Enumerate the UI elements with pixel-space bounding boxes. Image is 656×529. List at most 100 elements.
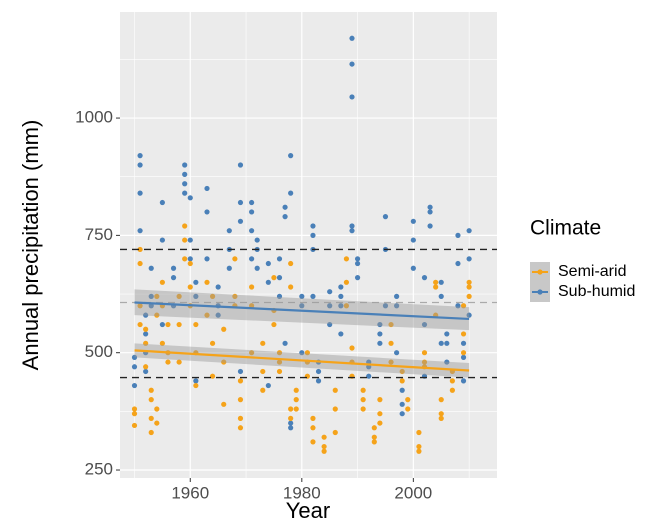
data-point [288,415,294,422]
data-point [438,279,444,285]
data-point [271,321,277,328]
data-point [154,420,160,426]
data-point [276,293,283,299]
x-tick-label: 1960 [171,483,209,502]
data-point [338,331,344,337]
data-point [282,204,288,210]
data-point [137,303,143,309]
data-point [349,223,355,229]
data-point [249,209,255,215]
data-point [304,350,310,356]
data-point [343,303,350,309]
data-point [416,429,422,436]
data-point [237,415,244,422]
data-point [293,387,299,393]
data-point [148,415,154,422]
data-point [427,204,433,210]
data-point [338,284,344,290]
data-point [288,406,294,412]
data-point [137,162,143,168]
data-point [148,429,154,436]
data-point [444,340,450,346]
data-point [399,368,405,375]
data-point [399,401,405,407]
data-point [182,223,188,229]
data-point [377,420,383,426]
data-point [204,209,210,215]
y-axis-title: Annual precipitation (mm) [18,120,43,371]
data-point [288,425,294,431]
data-point [466,279,472,285]
data-point [438,340,444,346]
data-point [209,293,216,299]
data-point [204,312,210,318]
data-point [394,350,400,356]
data-point [455,303,461,309]
data-point [170,275,177,281]
data-point [310,293,316,299]
data-point [209,340,216,346]
data-point [187,237,193,243]
data-point [366,373,372,379]
data-point [421,321,428,328]
data-point [371,439,377,445]
legend-point [537,289,543,295]
trend-line [134,349,470,372]
data-point [410,218,416,224]
data-point [466,228,472,234]
data-point [159,279,165,285]
data-point [455,232,461,238]
data-point [310,223,316,229]
data-point [405,397,411,403]
data-point [460,350,467,356]
data-point [310,439,316,445]
data-point [249,228,255,234]
data-point [382,214,389,220]
data-point [410,237,416,243]
data-point [466,293,472,299]
data-point [148,397,154,403]
legend-title: Climate [530,217,601,240]
data-point [449,387,455,393]
data-point [254,237,260,243]
data-point [131,411,138,417]
data-point [388,359,394,365]
data-point [449,378,455,384]
data-point [221,401,227,407]
data-point [460,340,467,346]
data-point [288,260,294,267]
data-point [444,331,450,337]
data-point [343,279,350,285]
data-point [143,312,149,318]
data-point [433,279,439,285]
data-point [438,293,444,299]
data-point [232,256,238,262]
x-tick-label: 1980 [283,483,321,502]
data-point [293,397,299,403]
data-point [204,185,210,192]
data-point [288,420,294,426]
data-point [288,190,294,196]
data-point [265,279,271,285]
data-point [260,387,266,393]
legend-label: Sub-humid [558,283,635,300]
data-point [137,321,143,328]
y-tick-label: 1000 [75,108,113,127]
data-point [249,350,255,356]
trend-line [134,301,470,321]
data-point [182,190,188,196]
data-point [182,256,188,262]
data-point [310,415,316,422]
data-point [338,293,344,299]
data-point [321,434,327,440]
data-point [427,223,433,229]
data-point [193,321,199,328]
data-point [187,260,193,267]
data-point [226,265,232,271]
data-point [226,228,232,234]
data-point [343,256,350,262]
data-point [148,293,154,299]
data-point [143,331,149,337]
data-point [131,382,138,389]
